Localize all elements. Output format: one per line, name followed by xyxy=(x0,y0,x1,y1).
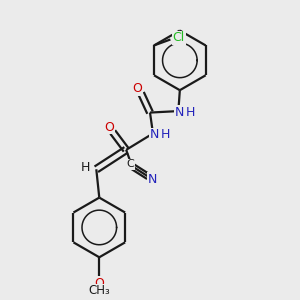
Text: H: H xyxy=(81,161,91,174)
Text: N: N xyxy=(175,106,184,119)
Text: C: C xyxy=(127,160,134,170)
Text: Cl: Cl xyxy=(172,32,185,44)
Text: H: H xyxy=(186,106,195,119)
Text: N: N xyxy=(150,128,159,142)
Text: H: H xyxy=(161,128,170,142)
Text: O: O xyxy=(133,82,142,95)
Text: O: O xyxy=(94,277,104,290)
Text: CH₃: CH₃ xyxy=(88,284,110,298)
Text: N: N xyxy=(148,172,158,186)
Text: O: O xyxy=(104,121,114,134)
